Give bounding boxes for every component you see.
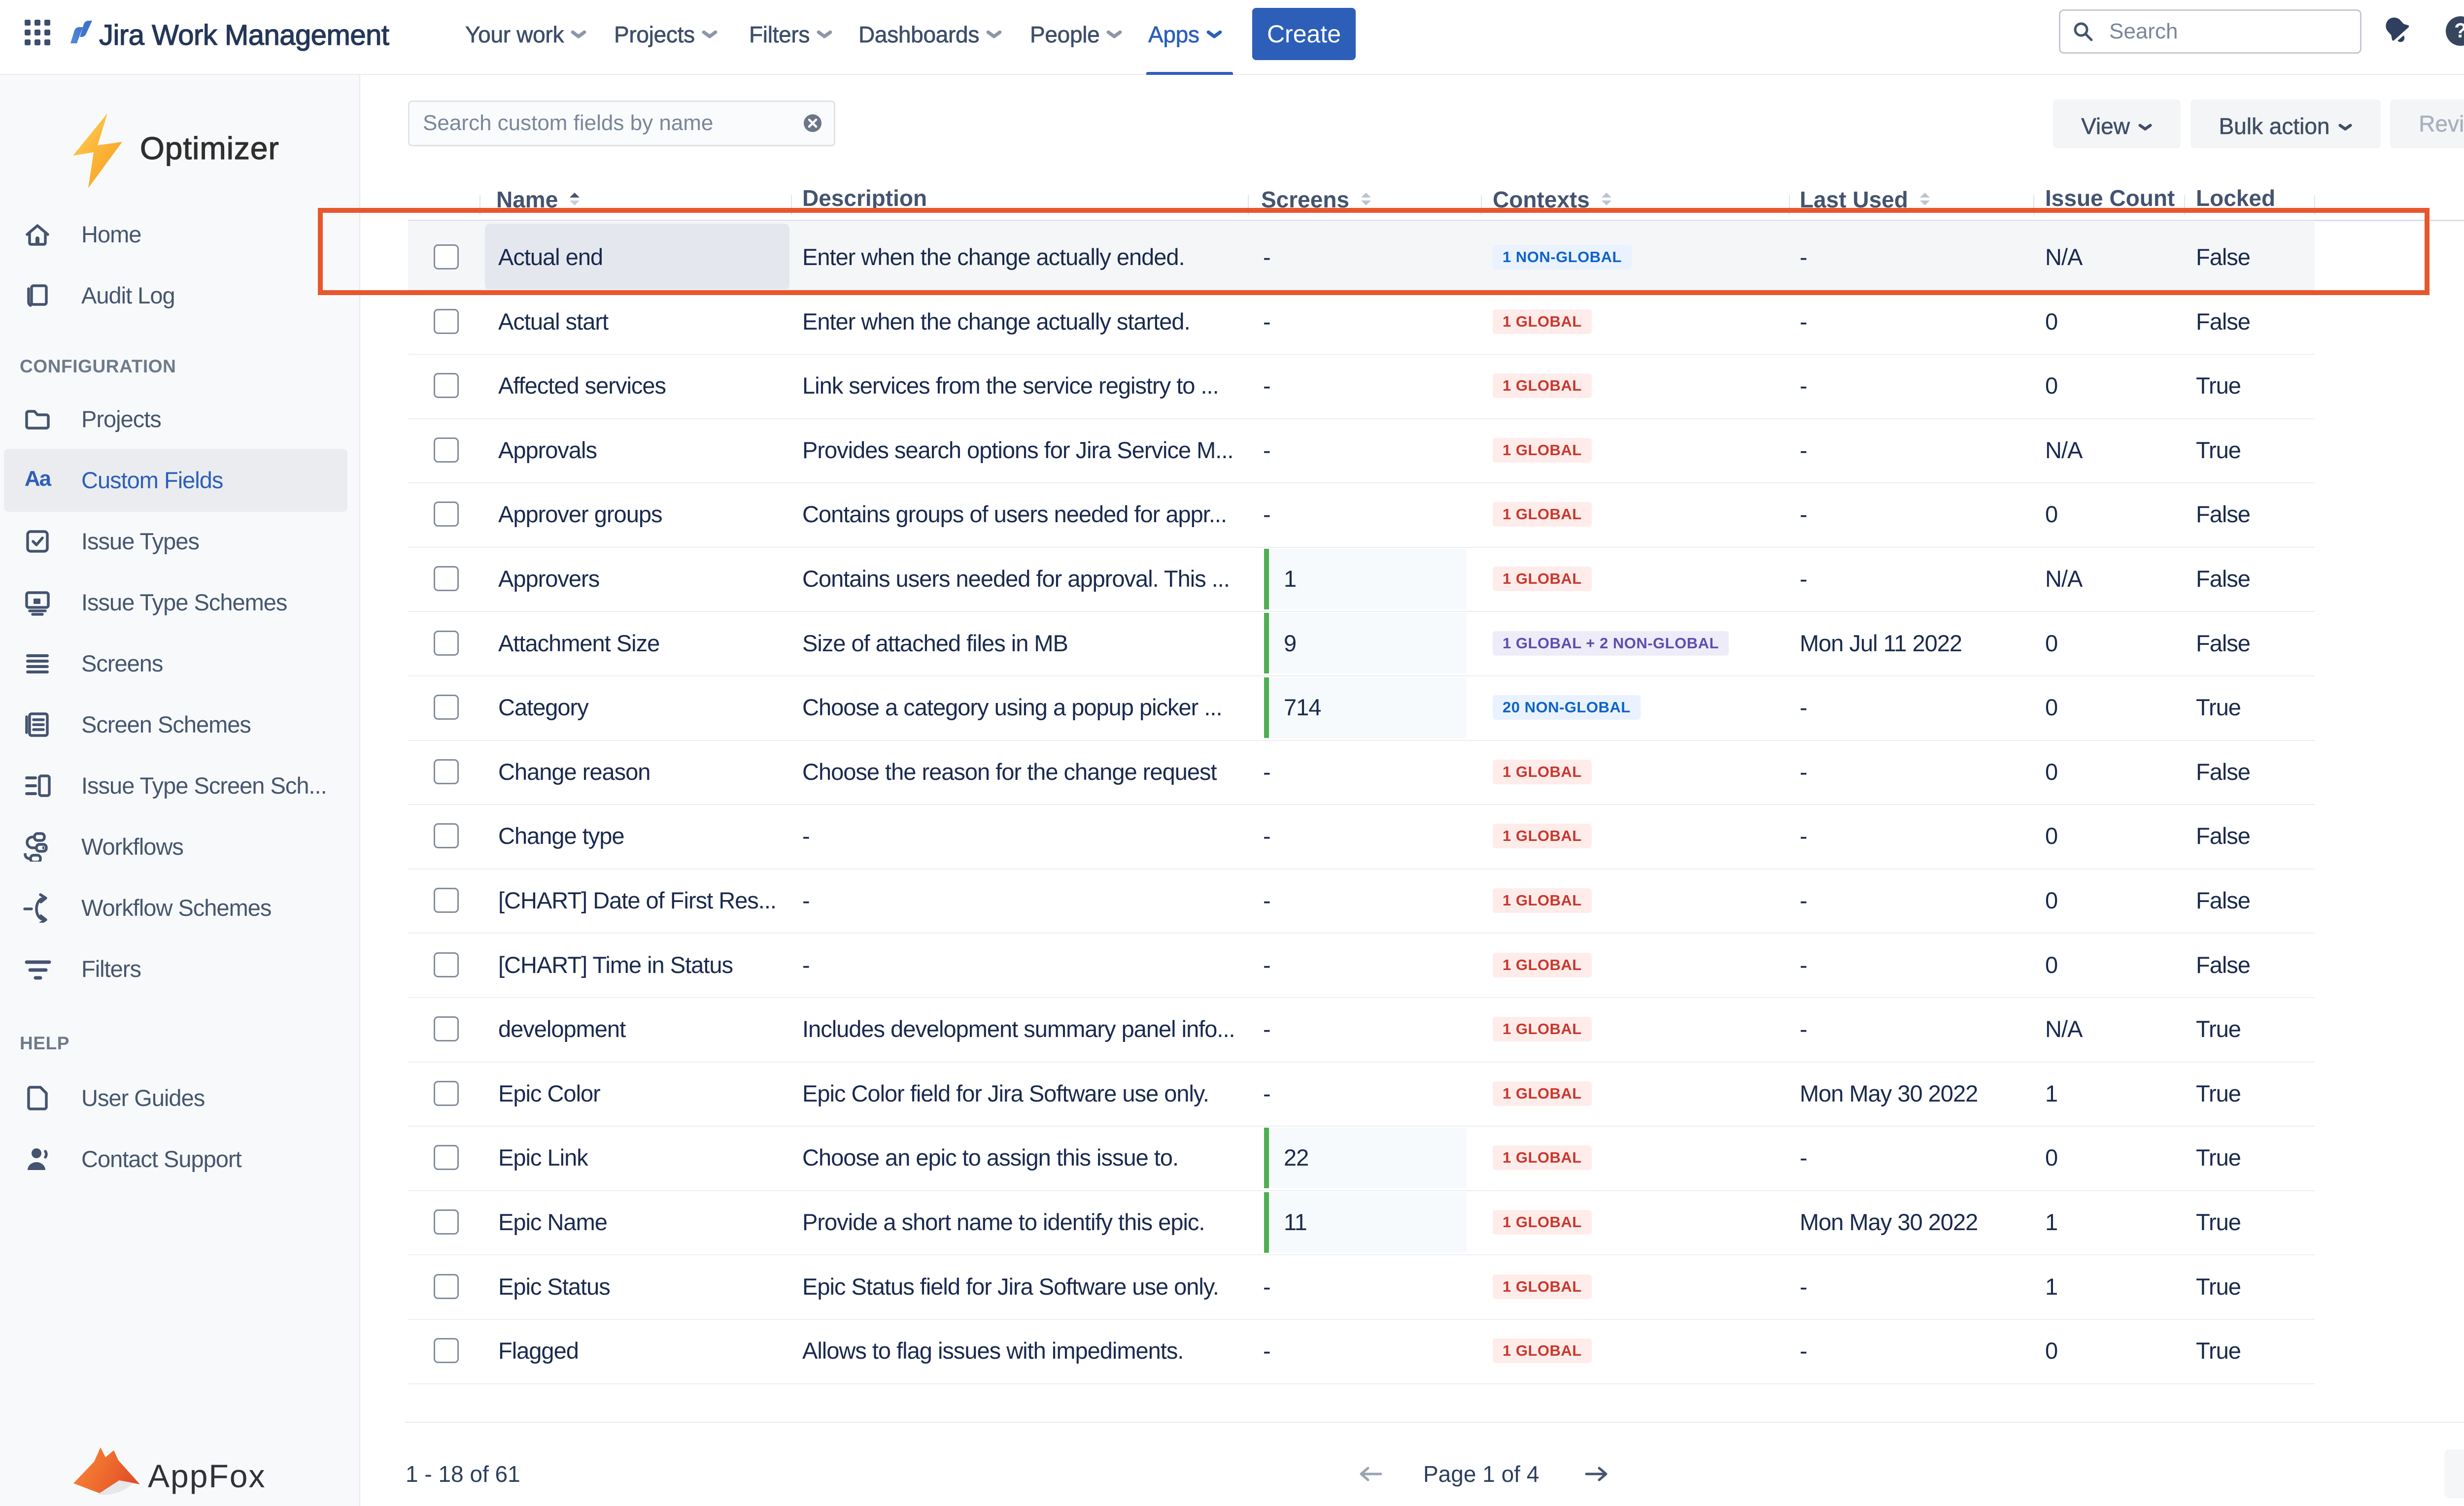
svg-text:?: ?: [2454, 19, 2464, 42]
